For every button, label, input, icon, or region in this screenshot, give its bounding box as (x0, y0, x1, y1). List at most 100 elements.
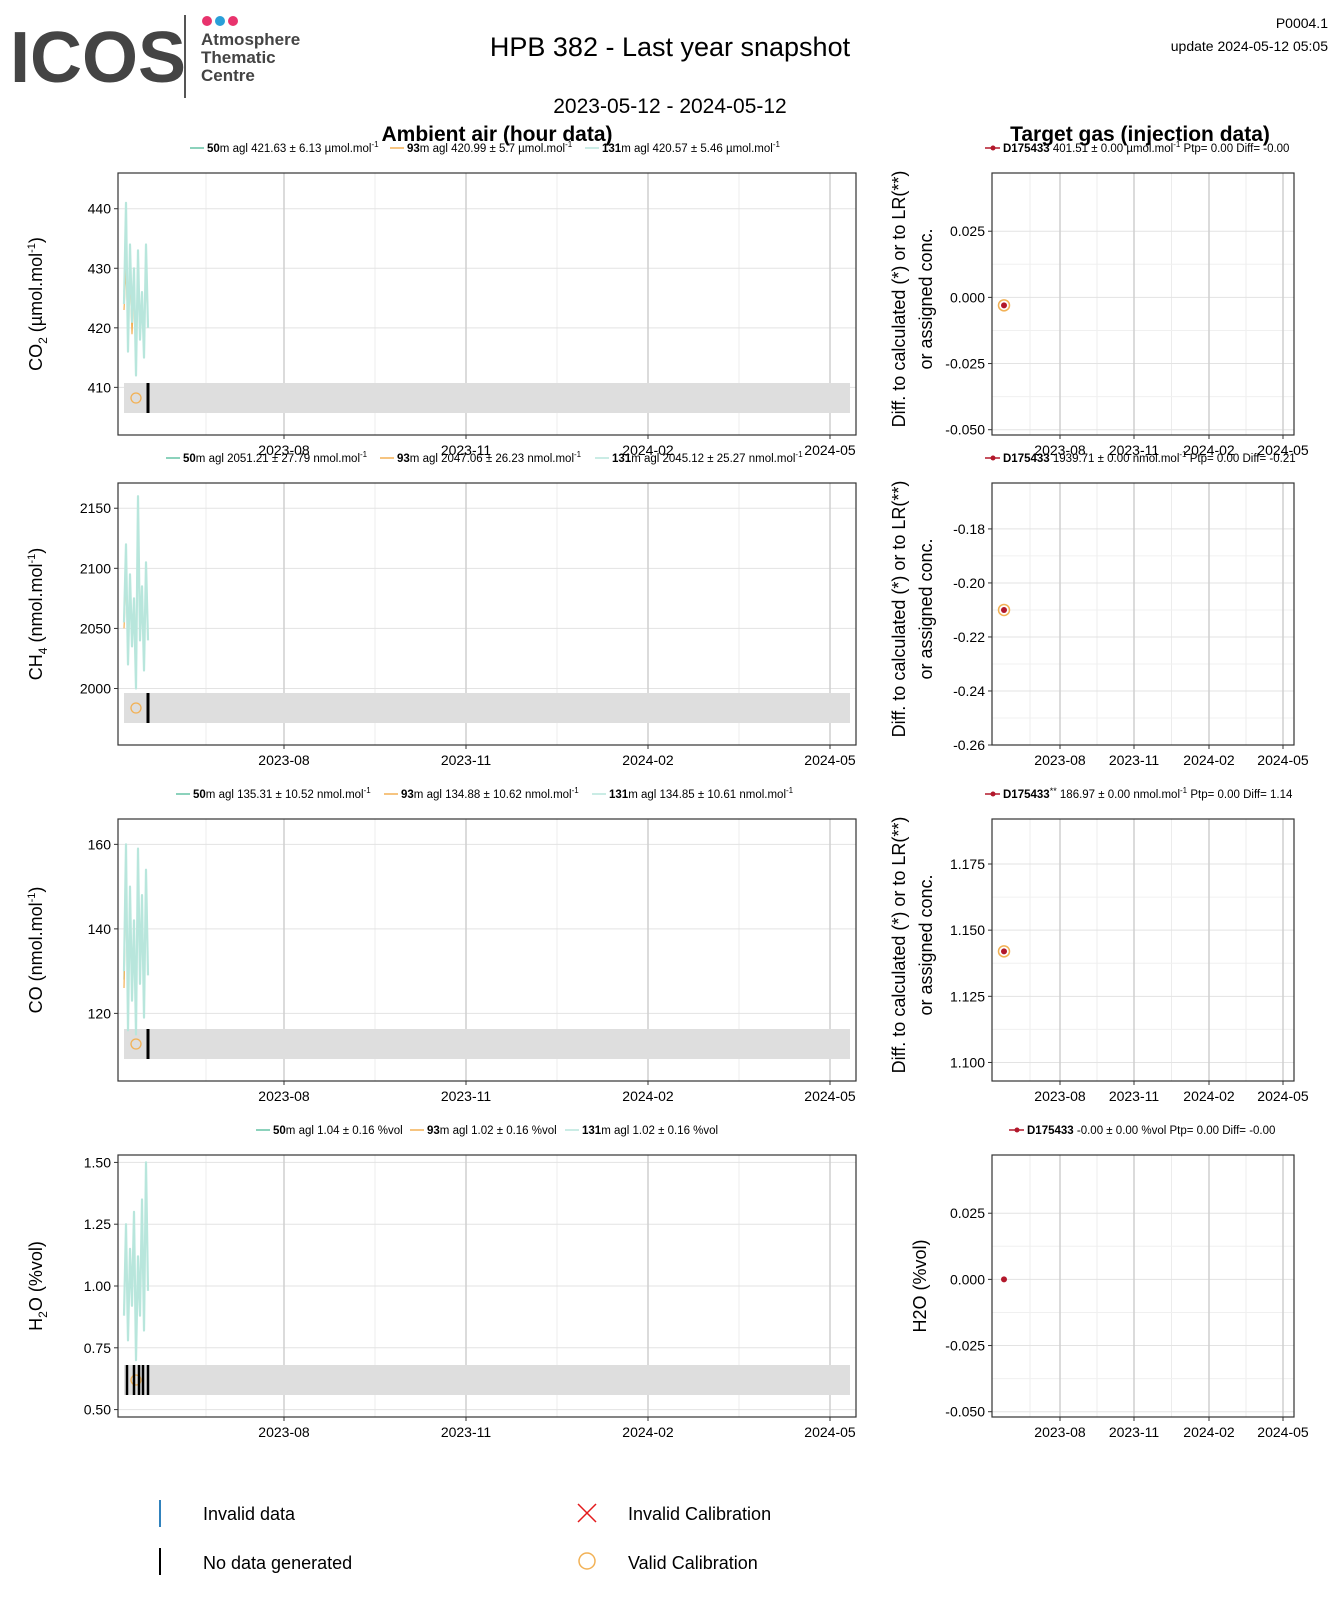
x-tick-label: 2024-02 (622, 1088, 674, 1104)
y-tick-label: 1.150 (950, 922, 985, 938)
legend-text: m agl 1.02 ± 0.16 %vol (440, 1125, 557, 1137)
superscript: -1 (773, 140, 781, 149)
subscript: 2 (36, 337, 50, 344)
y-tick-label: -0.22 (953, 629, 985, 645)
plot-frame (117, 1154, 857, 1418)
superscript: -1 (371, 140, 379, 149)
y-tick-label: -0.24 (953, 683, 985, 699)
y-tick-label: 420 (88, 320, 112, 336)
x-tick-label: 2023-11 (441, 1088, 492, 1104)
superscript: -1 (572, 786, 580, 795)
target-id: D175433 (1027, 1125, 1074, 1137)
x-tick-label: 2024-02 (622, 442, 674, 458)
legend-text: m agl 134.85 ± 10.61 nmol.mol (628, 789, 786, 801)
x-tick-label: 2023-11 (441, 1424, 492, 1440)
icos-logo-text: ICOS (10, 18, 186, 98)
y-tick-label: 440 (88, 201, 112, 217)
legend-text: m agl 420.57 ± 5.46 µmol.mol (621, 143, 773, 155)
logo-sub-line: Atmosphere (201, 30, 300, 49)
target-y-axis-label: or assigned conc. (916, 538, 936, 679)
logo-dot (215, 16, 225, 26)
y-tick-label: -0.025 (945, 356, 985, 372)
superscript: -1 (360, 450, 368, 459)
x-tick-label: 2023-08 (1034, 442, 1086, 458)
panel-ch4: 2000 2050 2100 2150 2023-08 2023-11 2024-02 202… (26, 450, 1309, 768)
legend-entry: 93m agl 1.02 ± 0.16 %vol (427, 1125, 557, 1137)
valid-calibration-marker (997, 603, 1011, 617)
legend-entry: 131m agl 134.85 ± 10.61 nmol.mol-1 (609, 786, 794, 801)
x-tick-label: 2023-08 (1034, 1088, 1086, 1104)
valid-calibration-marker (130, 392, 142, 404)
x-tick-label: 2024-02 (622, 1424, 674, 1440)
legend-height: 93 (407, 143, 420, 155)
target-text: -0.00 ± 0.00 %vol (1074, 1125, 1167, 1137)
valid-calibration-marker (130, 1038, 142, 1050)
plot-frame (117, 818, 857, 1082)
legend-valid-calibration: Valid Calibration (628, 1553, 758, 1573)
target-section-title: Target gas (injection data) (1010, 123, 1270, 146)
x-tick-label: 2023-08 (258, 1424, 310, 1440)
legend-text: m agl 134.88 ± 10.62 nmol.mol (414, 789, 572, 801)
y-tick-label: 2050 (80, 620, 111, 636)
x-tick-label: 2023-11 (1109, 442, 1160, 458)
status-band (124, 1365, 850, 1395)
target-y-axis-label: Diff. to calculated (*) or to LR(**) (889, 171, 909, 428)
legend-text: m agl 2047.06 ± 26.23 nmol.mol (410, 453, 574, 465)
target-point (1001, 302, 1007, 309)
target-point (1001, 948, 1007, 955)
y-tick-label: 1.100 (950, 1054, 985, 1070)
panel-co2: 410 420 430 440 2023-08 2023-11 2024-02 2024-05… (26, 140, 1309, 458)
legend-height: 93 (397, 453, 410, 465)
target-stats: Ptp= 0.00 Diff= -0.21 (1187, 453, 1296, 465)
legend-height: 93 (427, 1125, 440, 1137)
x-tick-label: 2024-05 (804, 442, 856, 458)
legend-height: 131 (582, 1125, 602, 1137)
x-tick-label: 2024-05 (804, 1088, 856, 1104)
text-part: CH (26, 654, 46, 680)
text-part: ) (26, 548, 46, 554)
text-part: (nmol.mol (26, 564, 46, 648)
target-stats: Ptp= 0.00 Diff= 1.14 (1187, 789, 1293, 801)
page-code: P0004.1 (1276, 15, 1328, 31)
target-legend-marker (1014, 1127, 1020, 1133)
y-tick-label: 0.025 (950, 223, 985, 239)
y-tick-label: 1.00 (84, 1278, 111, 1294)
x-tick-label: 2023-08 (258, 1088, 310, 1104)
y-tick-label: 0.025 (950, 1205, 985, 1221)
plot-frame (117, 482, 857, 746)
subscript: 2 (36, 1311, 50, 1318)
legend-height: 50 (207, 143, 220, 155)
logo-sub-line: Centre (201, 66, 255, 85)
panel-co: 120 140 160 2023-08 2023-11 2024-02 2024-05 CO … (26, 786, 1309, 1104)
y-tick-label: -0.025 (945, 1338, 985, 1354)
text-part: CO (26, 986, 46, 1013)
legend-no-data: No data generated (203, 1553, 352, 1573)
target-plot-frame (991, 482, 1295, 746)
target-id: D175433 (1003, 453, 1050, 465)
text-part: O (%vol) (26, 1241, 46, 1311)
target-legend-entry: D175433** 186.97 ± 0.00 nmol.mol-1 Ptp= … (1003, 786, 1293, 801)
legend-entry: 50m agl 421.63 ± 6.13 µmol.mol-1 (207, 140, 379, 155)
x-tick-label: 2024-02 (1183, 1424, 1235, 1440)
y-tick-label: 1.125 (950, 988, 985, 1004)
target-text: 401.51 ± 0.00 µmol.mol (1050, 143, 1174, 155)
legend-height: 50 (193, 789, 206, 801)
superscript: -1 (795, 450, 803, 459)
legend-invalid-calibration: Invalid Calibration (628, 1504, 771, 1524)
y-tick-label: 1.50 (84, 1154, 111, 1170)
series-line-131m-agl (122, 843, 150, 1036)
valid-calibration-marker (997, 945, 1011, 958)
target-stats: Ptp= 0.00 Diff= -0.00 (1180, 143, 1289, 155)
y-tick-label: 0.75 (84, 1340, 111, 1356)
legend-entry: 93m agl 134.88 ± 10.62 nmol.mol-1 (401, 786, 579, 801)
legend-invalid-data: Invalid data (203, 1504, 296, 1524)
target-point (1001, 1276, 1007, 1283)
text-part: (nmol.mol (26, 902, 46, 986)
status-band (124, 383, 850, 413)
target-y-axis-label: or assigned conc. (916, 874, 936, 1015)
y-tick-label: 0.000 (950, 289, 985, 305)
x-tick-label: 2024-02 (622, 752, 674, 768)
legend-entry: 93m agl 2047.06 ± 26.23 nmol.mol-1 (397, 450, 582, 465)
x-tick-label: 2023-08 (258, 442, 310, 458)
